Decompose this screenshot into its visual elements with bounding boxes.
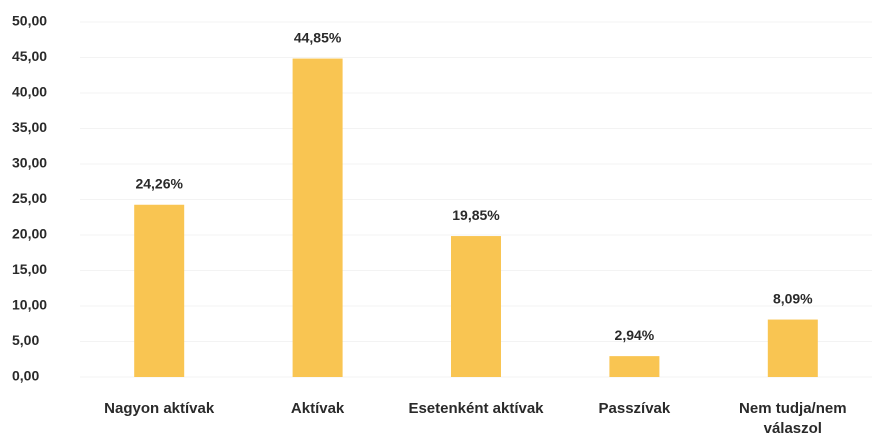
- bar: [767, 319, 818, 377]
- y-tick-label: 40,00: [12, 84, 47, 100]
- x-tick-label: Nem tudja/nem válaszol: [739, 400, 847, 437]
- y-tick-label: 15,00: [12, 261, 47, 277]
- y-tick-label: 20,00: [12, 226, 47, 242]
- x-tick-label: Aktívak: [290, 400, 345, 417]
- x-tick-label: Passzívak: [598, 400, 671, 417]
- y-tick-label: 0,00: [12, 368, 39, 384]
- bar: [134, 204, 185, 377]
- x-tick-label: Nagyon aktívak: [104, 400, 215, 417]
- data-label: 8,09%: [773, 290, 813, 306]
- data-label: 24,26%: [135, 175, 183, 191]
- y-tick-label: 25,00: [12, 190, 47, 206]
- y-tick-label: 10,00: [12, 297, 47, 313]
- y-tick-label: 45,00: [12, 48, 47, 64]
- bar: [609, 356, 660, 377]
- data-label: 2,94%: [615, 327, 655, 343]
- x-tick-label: Esetenként aktívak: [408, 400, 544, 417]
- data-label: 44,85%: [294, 29, 342, 45]
- bar: [451, 236, 501, 377]
- y-tick-label: 30,00: [12, 155, 47, 171]
- y-tick-label: 5,00: [12, 332, 39, 348]
- y-tick-label: 35,00: [12, 119, 47, 135]
- bar: [292, 58, 343, 377]
- data-label: 19,85%: [452, 207, 500, 223]
- y-tick-label: 50,00: [12, 13, 47, 29]
